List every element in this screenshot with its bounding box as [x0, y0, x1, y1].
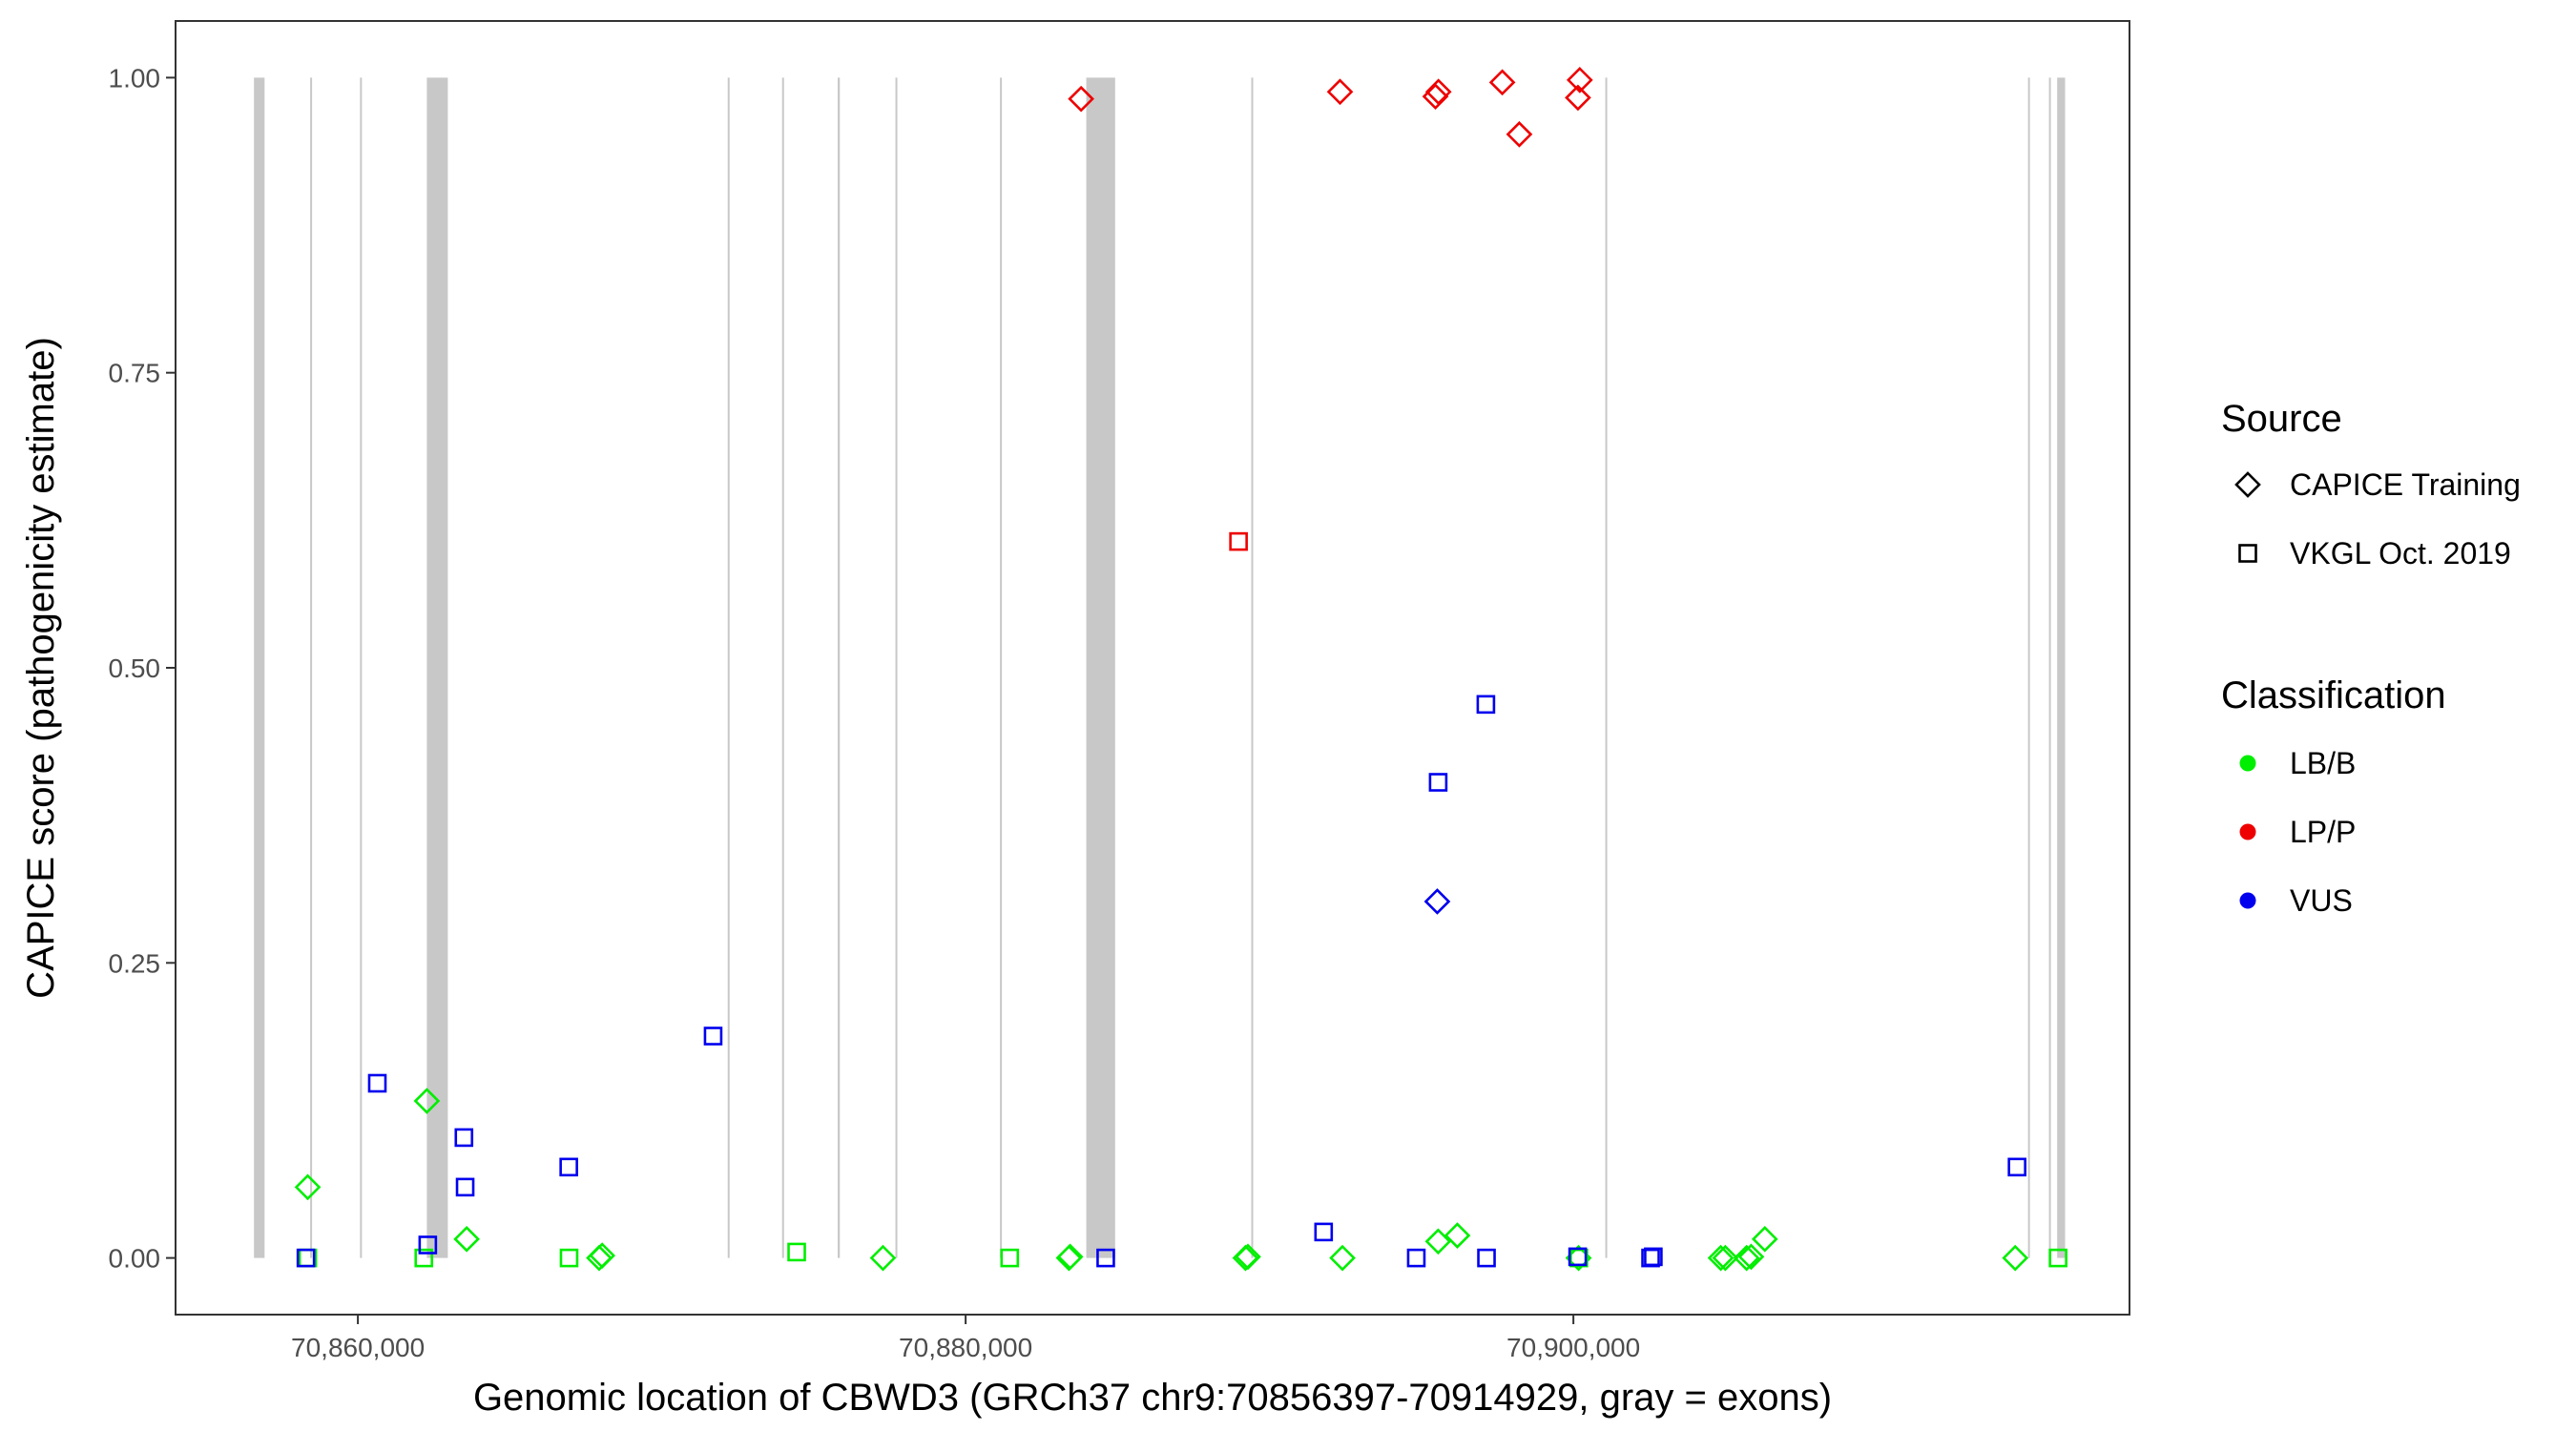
- diamond-point: [1235, 1243, 1261, 1271]
- legend-source-label: VKGL Oct. 2019: [2290, 536, 2511, 570]
- diamond-point: [1444, 1222, 1471, 1249]
- diamond-point: [869, 1244, 897, 1272]
- diamond-point: [1506, 120, 1533, 148]
- square-point: [1568, 1247, 1588, 1267]
- diamond-point: [1423, 888, 1451, 915]
- square-point: [559, 1248, 579, 1268]
- legend-source: Source CAPICE Training VKGL Oct. 2019: [2221, 398, 2521, 570]
- diamond-point: [2002, 1244, 2029, 1272]
- diamond-point: [1751, 1225, 1778, 1253]
- square-point: [1476, 695, 1496, 715]
- exon-band: [360, 77, 363, 1258]
- exon-band: [2048, 77, 2051, 1258]
- exon-band: [838, 77, 841, 1258]
- legend-classification-title: Classification: [2221, 674, 2446, 716]
- legend-source-label: CAPICE Training: [2290, 467, 2521, 502]
- exon-band: [1000, 77, 1003, 1258]
- square-point: [418, 1235, 438, 1255]
- exon-band: [2027, 77, 2030, 1258]
- diamond-point: [294, 1173, 322, 1201]
- y-tick-label: 0.75: [109, 359, 161, 388]
- square-point: [1229, 531, 1248, 551]
- diamond-point: [1488, 69, 1516, 96]
- square-point: [1644, 1247, 1663, 1267]
- diamond-point: [1565, 84, 1591, 112]
- exon-band: [2057, 77, 2066, 1258]
- square-point: [2048, 1248, 2067, 1268]
- diamond-point: [1733, 1244, 1760, 1272]
- square-point: [454, 1128, 474, 1148]
- legend-key-diamond: [2234, 471, 2261, 498]
- diamond-point: [589, 1242, 616, 1269]
- y-tick-label: 1.00: [109, 63, 161, 93]
- legend-classification-label: LB/B: [2290, 746, 2356, 780]
- square-point: [1477, 1248, 1496, 1268]
- square-point: [1000, 1248, 1020, 1268]
- legend-classification-label: LP/P: [2290, 815, 2356, 849]
- x-axis: 70,860,000 70,880,000 70,900,000: [291, 1315, 1640, 1362]
- exon-band: [727, 77, 730, 1258]
- square-point: [367, 1073, 387, 1093]
- plot-panel-border: [175, 20, 2130, 1316]
- square-point: [1314, 1222, 1334, 1242]
- exon-band: [426, 77, 448, 1258]
- diamond-point: [1068, 85, 1094, 113]
- y-axis-title: CAPICE score (pathogenicity estimate): [20, 337, 62, 999]
- diamond-point: [1707, 1244, 1735, 1272]
- y-tick-label: 0.00: [109, 1244, 161, 1274]
- y-axis: 0.00 0.25 0.50 0.75 1.00: [109, 63, 176, 1274]
- exon-band: [781, 77, 784, 1258]
- square-point: [414, 1248, 434, 1268]
- exon-band: [1251, 77, 1254, 1258]
- diamond-point: [1424, 78, 1452, 106]
- y-tick-label: 0.50: [109, 653, 161, 683]
- exon-layer: [254, 77, 2066, 1258]
- square-point: [559, 1157, 578, 1177]
- exon-band: [895, 77, 898, 1258]
- x-tick-label: 70,900,000: [1506, 1333, 1640, 1362]
- legend-key-dot: [2239, 823, 2256, 840]
- legend-key-square: [2238, 544, 2257, 563]
- square-point: [703, 1027, 723, 1046]
- square-point: [1406, 1248, 1426, 1268]
- x-tick-label: 70,860,000: [291, 1333, 425, 1362]
- square-point: [2007, 1157, 2026, 1177]
- square-point: [1096, 1248, 1115, 1268]
- diamond-point: [413, 1088, 441, 1114]
- exon-band: [254, 77, 265, 1258]
- y-tick-label: 0.25: [109, 948, 161, 978]
- diamond-point: [1566, 67, 1593, 93]
- diamond-point: [1329, 1244, 1356, 1272]
- legend-classification: Classification LB/B LP/P VUS: [2221, 674, 2446, 918]
- x-tick-label: 70,880,000: [899, 1333, 1032, 1362]
- diamond-point: [1056, 1243, 1084, 1271]
- points-layer: [294, 67, 2067, 1272]
- square-point: [1428, 773, 1448, 792]
- exon-band: [310, 77, 313, 1258]
- diamond-point: [1712, 1244, 1739, 1272]
- diamond-point: [1326, 78, 1354, 106]
- square-point: [455, 1177, 475, 1197]
- diamond-point: [1737, 1243, 1765, 1271]
- legend-source-title: Source: [2221, 398, 2342, 440]
- square-point: [296, 1248, 316, 1268]
- x-axis-title: Genomic location of CBWD3 (GRCh37 chr9:7…: [473, 1377, 1832, 1419]
- exon-band: [1086, 77, 1115, 1258]
- diamond-point: [453, 1225, 480, 1253]
- diamond-point: [1424, 1228, 1452, 1255]
- legend-classification-label: VUS: [2290, 883, 2353, 918]
- exon-band: [1605, 77, 1608, 1258]
- legend-key-dot: [2239, 755, 2256, 772]
- square-point: [787, 1242, 806, 1262]
- legend-key-dot: [2239, 892, 2256, 909]
